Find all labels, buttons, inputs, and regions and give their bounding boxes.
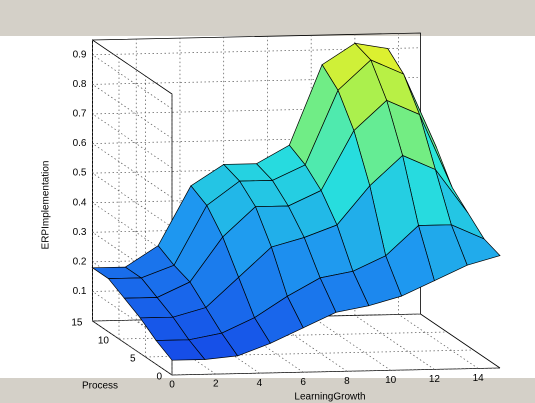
y-axis-label: Process <box>82 381 118 392</box>
surface-patch <box>155 339 206 361</box>
grid-line <box>92 143 173 198</box>
grid-line <box>310 316 391 371</box>
grid-line <box>354 315 435 370</box>
z-axis-label: ERPImplementation <box>41 161 52 250</box>
grid-line <box>92 84 173 139</box>
z-tick-label: 0.4 <box>73 197 87 208</box>
x-tick-label: 10 <box>385 375 397 386</box>
z-tick-label: 0.9 <box>73 49 87 60</box>
grid-line <box>145 349 474 358</box>
x-tick-label: 14 <box>473 373 485 384</box>
x-tick-label: 12 <box>429 374 441 385</box>
grid-line <box>92 172 173 228</box>
grid-line <box>92 320 173 376</box>
y-tick-label: 10 <box>98 336 110 347</box>
grid-line <box>92 113 173 169</box>
x-tick-label: 4 <box>257 378 263 389</box>
x-tick-label: 8 <box>344 376 350 387</box>
z-tick-label: 0.5 <box>73 168 87 179</box>
x-tick-label: 2 <box>213 379 219 390</box>
top-bar <box>0 0 535 36</box>
y-tick-label: 0 <box>156 372 162 383</box>
grid-line <box>171 367 501 376</box>
bottom-bar <box>0 378 535 403</box>
y-tick-label: 5 <box>130 354 136 365</box>
z-tick-label: 0.6 <box>73 138 87 149</box>
y-tick-label: 15 <box>71 318 83 329</box>
z-tick-label: 0.1 <box>73 286 87 297</box>
x-tick-label: 0 <box>169 380 175 391</box>
grid-line <box>92 54 173 110</box>
z-tick-label: 0.7 <box>73 109 87 120</box>
z-tick-label: 0.3 <box>73 227 87 238</box>
grid-line <box>398 314 479 369</box>
z-tick-label: 0.8 <box>73 79 87 90</box>
x-axis-label: LearningGrowth <box>294 392 365 403</box>
box-edge <box>420 313 501 369</box>
z-tick-label: 0.2 <box>73 256 87 267</box>
x-tick-label: 6 <box>300 377 306 388</box>
